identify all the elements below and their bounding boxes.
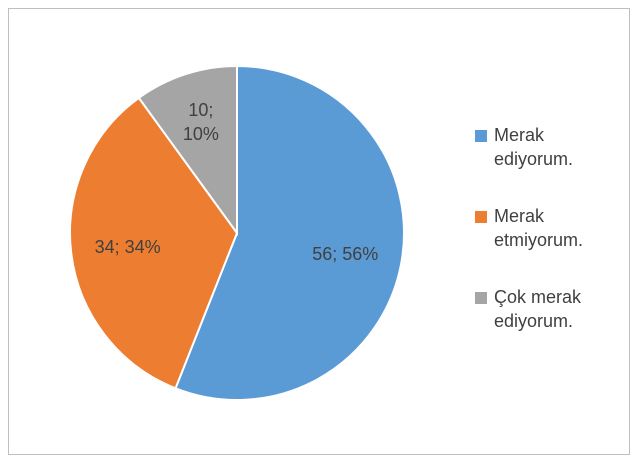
legend-swatch [475, 130, 487, 142]
pie-slice [69, 96, 239, 390]
data-label: 10; 10% [182, 99, 219, 144]
legend-label: Merak etmiyorum. [494, 206, 584, 250]
pie-slice [174, 64, 405, 401]
chart-frame [8, 8, 630, 455]
data-label: 34; 34% [94, 236, 161, 257]
legend-swatch [475, 211, 487, 223]
data-label: 56; 56% [312, 243, 379, 264]
legend-label: Merak ediyorum. [494, 125, 574, 169]
pie-slice [137, 64, 238, 237]
legend-swatch [475, 292, 487, 304]
legend-label: Çok merak ediyorum. [494, 287, 582, 331]
